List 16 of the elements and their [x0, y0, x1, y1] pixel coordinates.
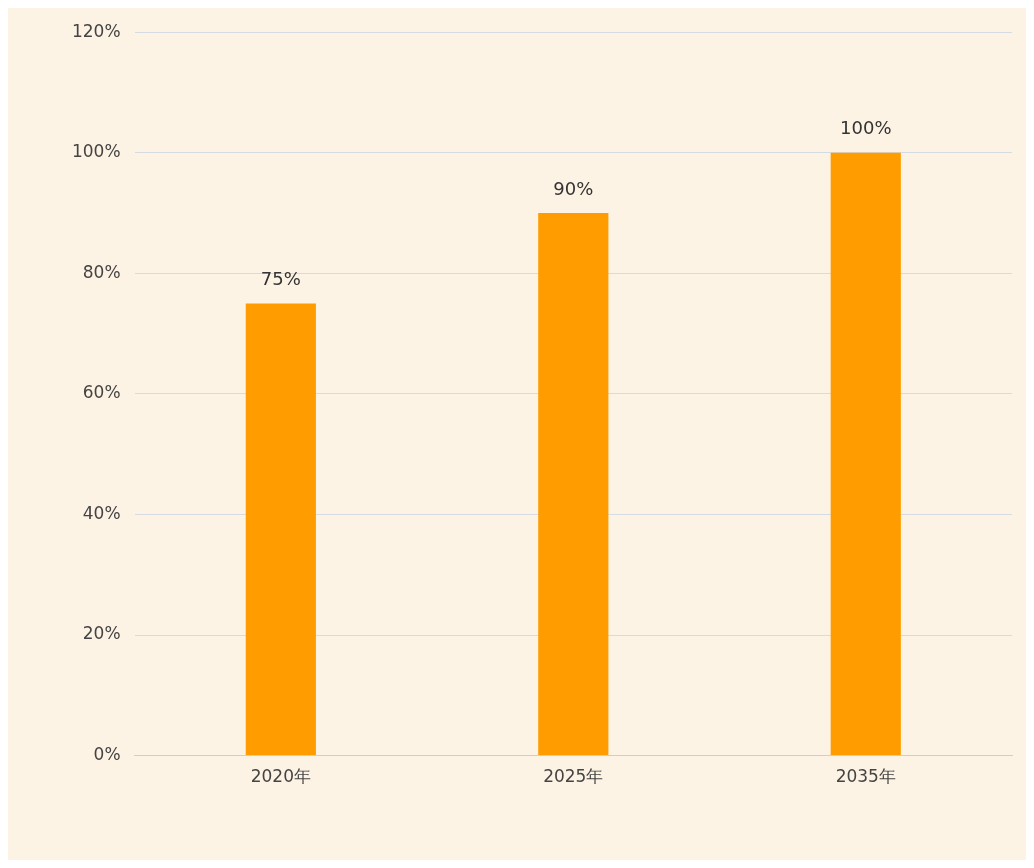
y-tick-label: 20%: [82, 623, 121, 644]
y-tick-label: 0%: [93, 744, 121, 765]
x-tick-label: 2020年: [250, 766, 311, 787]
bar: [830, 152, 901, 756]
data-label: 90%: [553, 177, 594, 199]
y-tick-label: 80%: [82, 261, 121, 282]
bar: [538, 213, 609, 756]
data-label: 100%: [840, 117, 892, 139]
y-tick-label: 100%: [71, 141, 121, 162]
x-tick-label: 2035年: [835, 766, 896, 787]
x-tick-label: 2025年: [543, 766, 604, 787]
bar: [245, 303, 316, 756]
y-tick-label: 60%: [82, 382, 121, 403]
y-tick-label: 120%: [71, 20, 121, 41]
y-tick-label: 40%: [82, 502, 121, 523]
data-label: 75%: [260, 268, 301, 290]
